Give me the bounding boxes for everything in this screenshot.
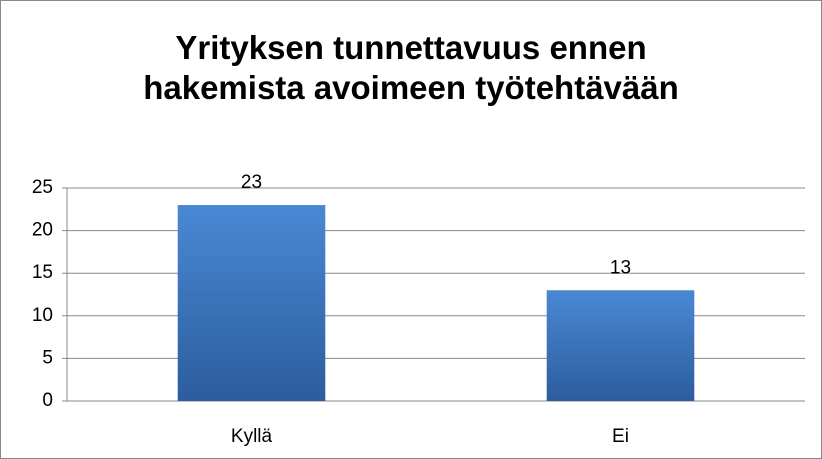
y-tick-label: 5 (42, 347, 53, 368)
x-tick-label: Kyllä (231, 426, 273, 447)
y-tick-label: 25 (32, 177, 53, 198)
y-tick-label: 10 (32, 305, 53, 326)
data-label: 13 (610, 257, 631, 278)
bar (546, 290, 695, 401)
data-label: 23 (241, 172, 262, 193)
y-tick-label: 20 (32, 220, 53, 241)
x-tick-label: Ei (612, 426, 629, 447)
chart-title: Yrityksen tunnettavuus ennen hakemista a… (143, 29, 679, 106)
y-tick-label: 15 (32, 262, 53, 283)
y-tick-label: 0 (42, 390, 53, 411)
bar (177, 205, 326, 401)
